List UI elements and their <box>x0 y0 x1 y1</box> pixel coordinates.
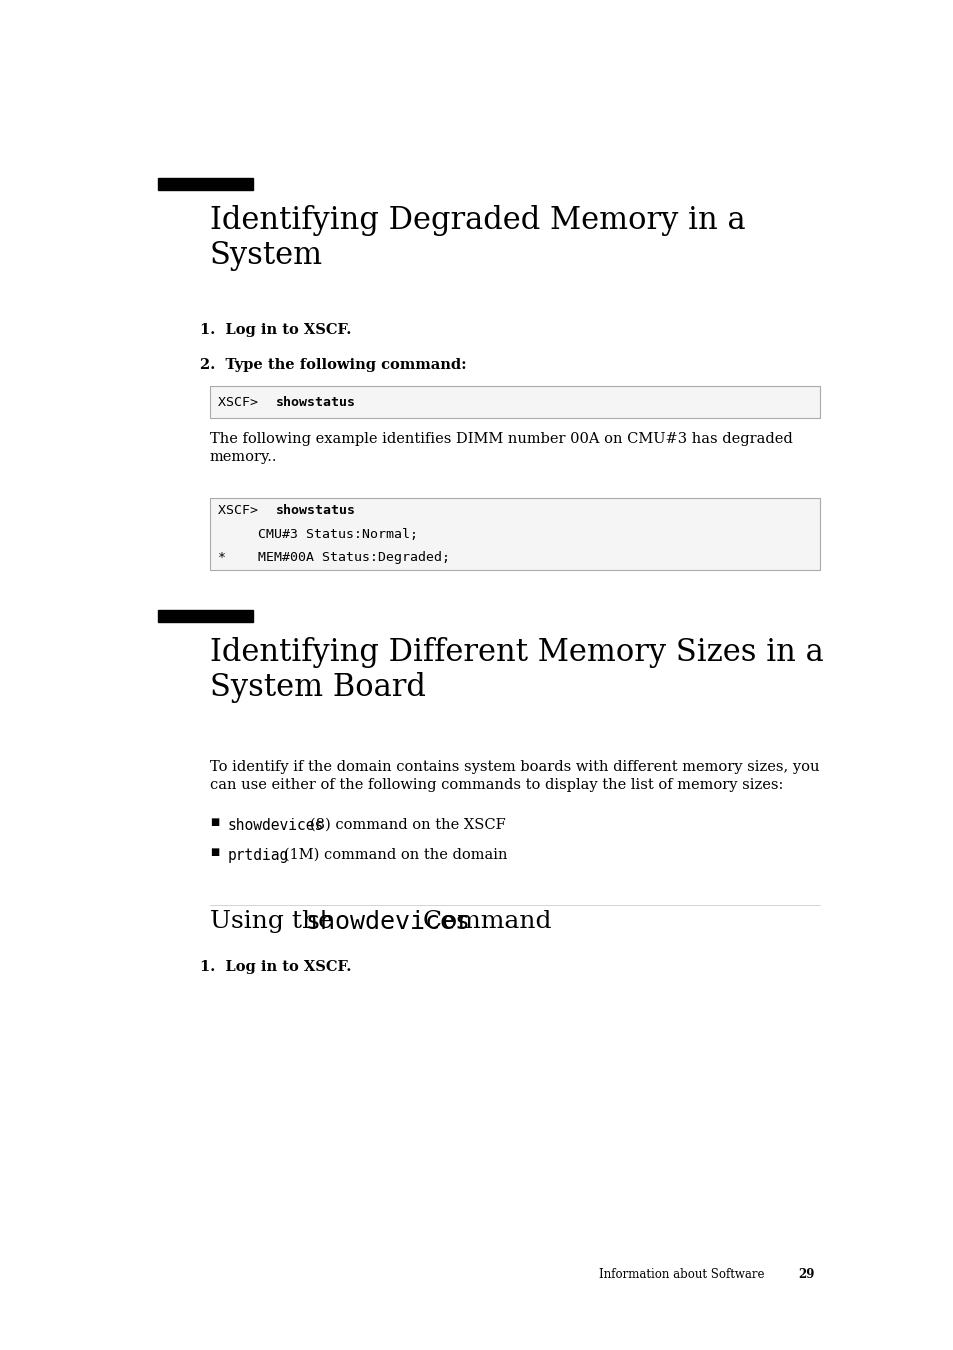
Text: *    MEM#00A Status:Degraded;: * MEM#00A Status:Degraded; <box>218 552 450 564</box>
Text: XSCF>: XSCF> <box>218 396 266 409</box>
Text: Using the: Using the <box>210 910 340 933</box>
Text: can use either of the following commands to display the list of memory sizes:: can use either of the following commands… <box>210 778 782 792</box>
Text: Identifying Different Memory Sizes in a
System Board: Identifying Different Memory Sizes in a … <box>210 637 822 702</box>
Text: showdevices: showdevices <box>228 818 324 833</box>
Text: showstatus: showstatus <box>275 396 355 409</box>
Text: Identifying Degraded Memory in a
System: Identifying Degraded Memory in a System <box>210 205 745 270</box>
FancyBboxPatch shape <box>210 386 820 418</box>
Text: 1.  Log in to XSCF.: 1. Log in to XSCF. <box>200 960 351 973</box>
Text: (8) command on the XSCF: (8) command on the XSCF <box>310 818 505 832</box>
Bar <box>158 178 253 190</box>
Text: ■: ■ <box>210 818 219 828</box>
Bar <box>158 610 253 622</box>
Text: 29: 29 <box>798 1268 814 1281</box>
Text: 2.  Type the following command:: 2. Type the following command: <box>200 358 466 373</box>
Text: showdevices: showdevices <box>305 910 470 934</box>
Text: To identify if the domain contains system boards with different memory sizes, yo: To identify if the domain contains syste… <box>210 760 819 774</box>
FancyBboxPatch shape <box>210 498 820 570</box>
Text: XSCF>: XSCF> <box>218 504 266 517</box>
Text: 1.  Log in to XSCF.: 1. Log in to XSCF. <box>200 323 351 338</box>
Text: prtdiag: prtdiag <box>228 848 289 863</box>
Text: Command: Command <box>415 910 551 933</box>
Text: memory..: memory.. <box>210 450 277 464</box>
Text: Information about Software: Information about Software <box>598 1268 780 1281</box>
Text: The following example identifies DIMM number 00A on CMU#3 has degraded: The following example identifies DIMM nu… <box>210 432 792 446</box>
Text: ■: ■ <box>210 848 219 857</box>
Text: (1M) command on the domain: (1M) command on the domain <box>284 848 507 863</box>
Text: CMU#3 Status:Normal;: CMU#3 Status:Normal; <box>218 528 417 540</box>
Text: showstatus: showstatus <box>275 504 355 517</box>
